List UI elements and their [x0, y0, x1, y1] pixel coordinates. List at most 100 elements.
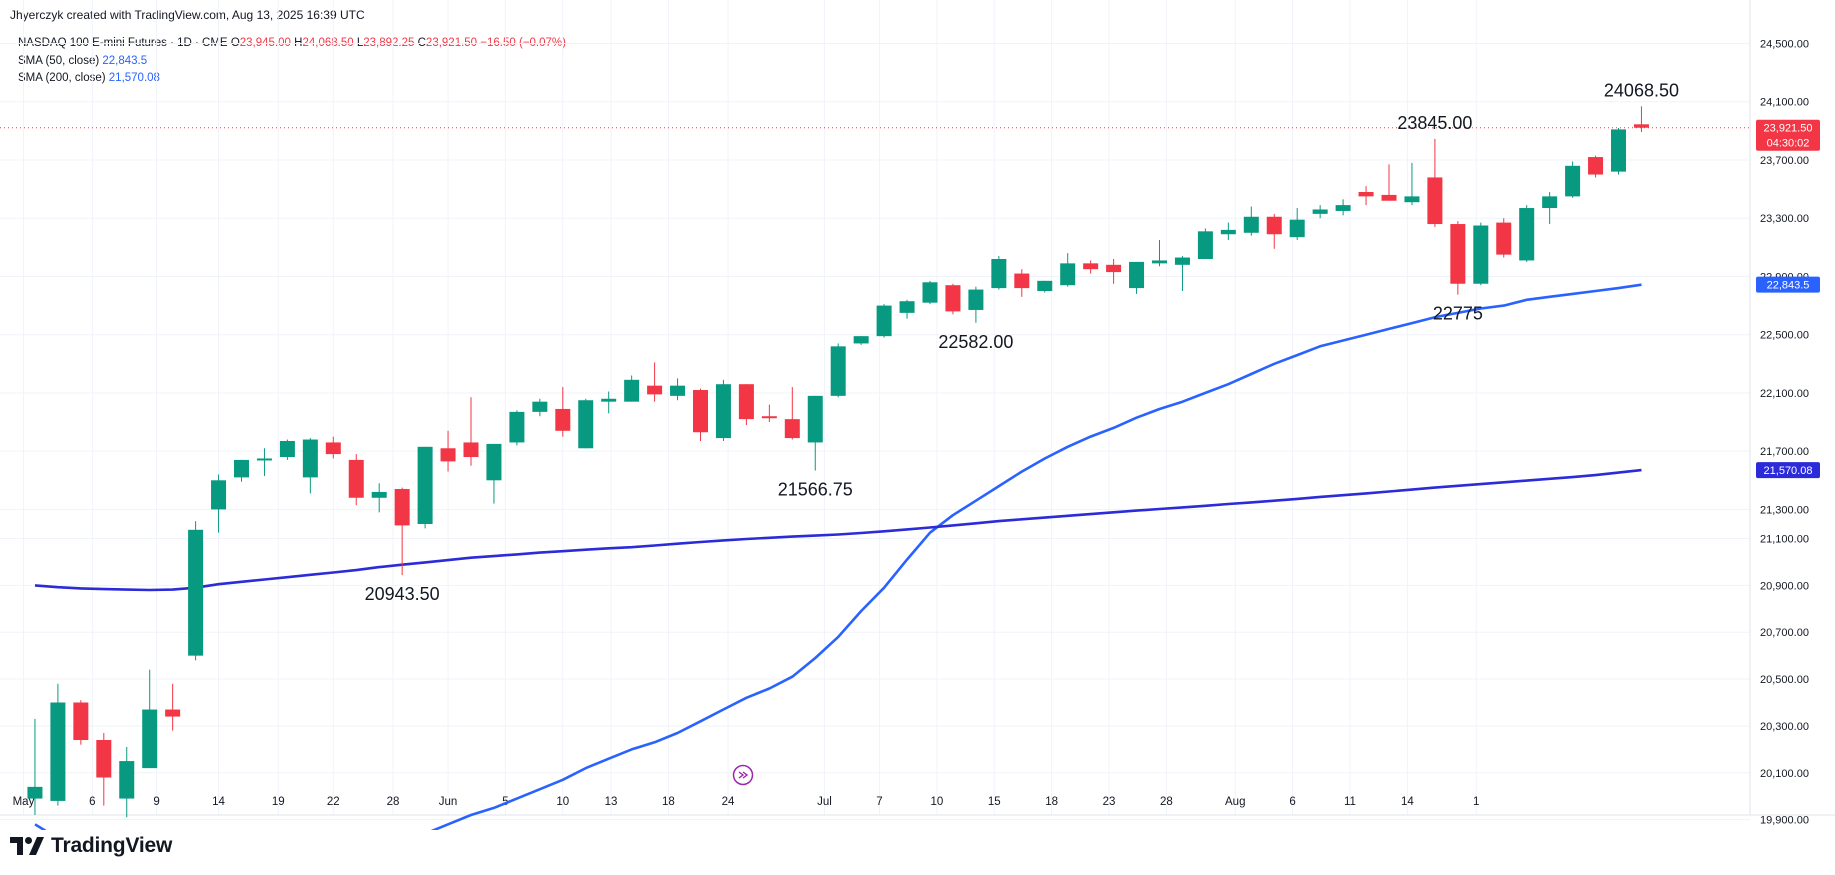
candle-body: [968, 289, 984, 310]
time-tick-label: 22: [327, 796, 340, 808]
candle-up: [1129, 261, 1145, 294]
candle-body: [142, 709, 158, 769]
goto-realtime-icon[interactable]: [732, 764, 754, 786]
candle-up: [1174, 256, 1190, 292]
candle-up: [1220, 222, 1236, 241]
legend-sma200-row[interactable]: SMA (200, close) 21,570.08: [18, 70, 566, 88]
last-price-label-text: 23,921.50: [1764, 123, 1813, 135]
price-axis-labels: 21,570.08 22,843.5 23,921.50 04:30:02: [1756, 119, 1820, 479]
candle-up: [50, 683, 66, 806]
candle-body: [876, 305, 892, 337]
candle-body: [1633, 124, 1649, 128]
time-tick-label: 10: [930, 796, 943, 808]
candle-body: [1129, 261, 1145, 289]
time-tick-label: 14: [1401, 796, 1414, 808]
price-chart[interactable]: 24,500.0024,100.0023,700.0023,300.0022,9…: [0, 0, 1835, 830]
time-tick-label: Jun: [439, 796, 458, 808]
candle-body: [1473, 225, 1489, 284]
candle-body: [1266, 216, 1282, 235]
time-tick-label: Jul: [817, 796, 832, 808]
price-annotation: 20943.50: [365, 584, 440, 604]
candle-body: [211, 480, 227, 510]
time-axis: May 6 9 14 19 22 28 Jun 5 10 13 18 24 Jul 7 10 15 18 23 28 A…: [13, 796, 1480, 808]
candle-up: [1404, 162, 1420, 206]
candle-body: [1220, 229, 1236, 235]
candle-body: [807, 395, 823, 443]
candle-body: [1243, 216, 1259, 233]
tradingview-logo[interactable]: TradingView: [10, 834, 172, 858]
candle-up: [1289, 208, 1305, 241]
candle-body: [119, 761, 135, 799]
candle-down: [1266, 213, 1282, 249]
candle-body: [670, 385, 686, 396]
candle-down: [463, 397, 479, 466]
candle-up: [807, 395, 823, 471]
price-tick-label: 20,500.00: [1760, 674, 1809, 686]
candle-up: [211, 474, 227, 533]
candle-body: [165, 709, 181, 717]
time-tick-label: 6: [1289, 796, 1295, 808]
candle-body: [1083, 263, 1099, 270]
candle-up: [991, 256, 1007, 290]
price-axis: 24,500.0024,100.0023,700.0023,300.0022,9…: [1760, 39, 1809, 827]
candle-up: [1473, 222, 1489, 286]
candle-up: [968, 286, 984, 323]
candle-body: [1381, 194, 1397, 201]
candle-body: [440, 448, 456, 462]
time-tick-label: 10: [556, 796, 569, 808]
price-annotation: 22775: [1433, 304, 1483, 324]
time-tick-label: 18: [1045, 796, 1058, 808]
candle-body: [279, 440, 295, 458]
candle-up: [624, 375, 640, 402]
candle-body: [302, 439, 318, 478]
candle-body: [1427, 177, 1443, 225]
candle-body: [394, 489, 410, 526]
candle-body: [555, 408, 571, 431]
time-tick-label: 15: [988, 796, 1001, 808]
candle-down: [1083, 260, 1099, 274]
price-tick-label: 23,700.00: [1760, 155, 1809, 167]
candle-body: [578, 400, 594, 449]
candle-up: [899, 299, 915, 319]
candle-body: [1106, 264, 1122, 273]
candle-body: [1404, 196, 1420, 203]
candle-up: [1037, 280, 1053, 293]
candle-body: [1197, 231, 1213, 259]
last-price-label-bg: [1756, 119, 1820, 151]
candle-body: [1611, 129, 1626, 172]
time-tick-label: 14: [212, 796, 225, 808]
candle-down: [693, 388, 708, 441]
sma200-value: 21,570.08: [108, 72, 160, 84]
candle-body: [348, 459, 364, 498]
sma50-price-label: 22,843.5: [1756, 276, 1820, 293]
chart-attribution: Jhyerczyk created with TradingView.com, …: [10, 8, 365, 22]
price-tick-label: 20,700.00: [1760, 627, 1809, 639]
candle-body: [27, 786, 43, 799]
candle-body: [50, 702, 66, 801]
candle-down: [1588, 155, 1604, 178]
price-tick-label: 22,500.00: [1760, 330, 1809, 342]
candle-up: [371, 483, 387, 513]
candle-up: [142, 669, 158, 769]
candle-down: [96, 732, 112, 806]
candle-down: [394, 487, 410, 576]
candle-body: [1174, 257, 1190, 265]
price-annotation: 23845.00: [1397, 113, 1472, 133]
price-tick-label: 21,100.00: [1760, 534, 1809, 546]
price-tick-label: 24,100.00: [1760, 97, 1809, 109]
candle-up: [509, 410, 525, 446]
candle-up: [1152, 240, 1167, 267]
price-tick-label: 24,500.00: [1760, 39, 1809, 51]
candle-up: [578, 398, 594, 449]
candle-body: [1152, 260, 1167, 264]
candle-body: [624, 379, 640, 402]
candle-up: [853, 336, 869, 345]
legend-sma50-row[interactable]: SMA (50, close) 22,843.5: [18, 53, 566, 71]
candle-body: [1519, 208, 1535, 261]
candle-up: [1611, 127, 1626, 175]
price-tick-label: 20,900.00: [1760, 580, 1809, 592]
price-annotation: 24068.50: [1604, 80, 1679, 100]
price-tick-label: 20,300.00: [1760, 721, 1809, 733]
price-tick-label: 20,100.00: [1760, 768, 1809, 780]
time-tick-label: 1: [1473, 796, 1479, 808]
